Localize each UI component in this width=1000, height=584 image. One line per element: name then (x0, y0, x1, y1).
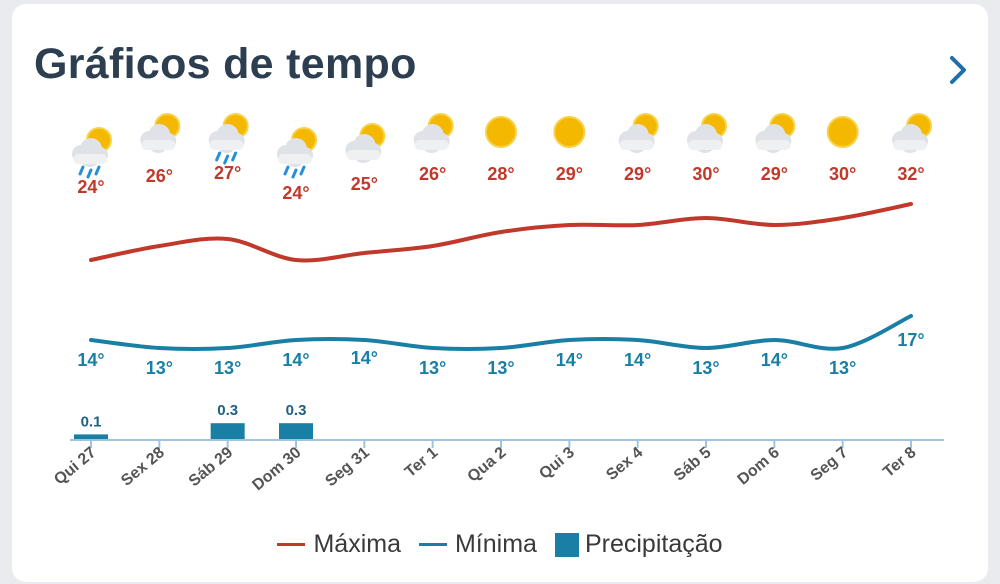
legend-swatch-min (418, 543, 447, 546)
min-temp-label: 14° (77, 350, 104, 370)
sunny-icon (826, 116, 859, 148)
x-tick-label: Qui 27 (51, 444, 99, 489)
x-tick-label: Seg 7 (808, 444, 852, 485)
max-temp-label: 28° (487, 164, 514, 184)
max-temp-label: 26° (146, 166, 173, 186)
x-tick-label: Sáb 29 (186, 444, 237, 490)
max-temp-label: 24° (77, 177, 104, 197)
min-temp-label: 14° (282, 350, 309, 370)
max-temp-label: 26° (419, 164, 446, 184)
min-temp-line (89, 314, 913, 351)
max-temp-label: 27° (214, 163, 241, 183)
min-temp-label: 13° (214, 358, 241, 378)
legend-item-min: Mínima (418, 530, 537, 559)
rain-cloud-icon (277, 127, 317, 179)
max-temp-label: 30° (692, 164, 719, 184)
precip-label: 0.3 (286, 402, 307, 419)
min-temp-label: 13° (146, 358, 173, 378)
max-temp-label: 29° (624, 164, 651, 184)
legend-item-max: Máxima (277, 530, 401, 559)
precip-label: 0.1 (81, 413, 102, 430)
min-temp-label: 13° (692, 358, 719, 378)
partly-cloudy-icon (892, 113, 932, 153)
chart-legend: Máxima Mínima Precipitação (12, 530, 988, 559)
legend-item-precip: Precipitação (554, 530, 723, 559)
legend-swatch-max (277, 543, 306, 546)
x-tick-label: Sex 28 (118, 444, 168, 490)
max-temp-label: 32° (897, 164, 924, 184)
x-tick-label: Seg 31 (322, 444, 373, 490)
max-temp-line (89, 202, 913, 263)
min-temp-label: 13° (487, 358, 514, 378)
precip-bar (210, 423, 245, 440)
partly-cloudy-icon (755, 113, 796, 153)
legend-label-precip: Precipitação (584, 530, 723, 558)
legend-label-max: Máxima (313, 530, 401, 558)
max-temp-label: 24° (282, 183, 309, 203)
min-temp-label: 14° (761, 350, 788, 370)
x-tick-label: Sex 4 (603, 444, 646, 484)
sunny-icon (485, 116, 517, 148)
x-tick-label: Qua 2 (465, 444, 510, 486)
partly-cloudy-icon (618, 113, 659, 153)
min-temp-label: 13° (419, 358, 446, 378)
max-temp-label: 29° (761, 164, 788, 184)
legend-label-min: Mínima (454, 530, 537, 558)
precip-bar (74, 434, 108, 440)
min-temp-label: 13° (829, 358, 856, 378)
partly-cloudy-icon (140, 113, 181, 153)
precip-bar (279, 423, 313, 440)
weather-charts-card: Gráficos de tempo 24° 26° 27° 24° 25° 26° 28° 2… (12, 4, 988, 582)
min-temp-label: 17° (897, 330, 924, 350)
x-tick-label: Dom 30 (249, 444, 304, 494)
legend-swatch-precip (554, 532, 579, 557)
max-temp-label: 25° (351, 174, 378, 194)
partly-cloudy-icon (687, 113, 727, 153)
max-temp-label: 29° (556, 164, 583, 184)
x-tick-label: Ter 1 (402, 444, 441, 481)
precip-label: 0.3 (217, 402, 238, 419)
sunny-icon (553, 116, 586, 148)
partly-cloudy-icon (345, 123, 386, 163)
rain-cloud-icon (208, 113, 249, 165)
page-title: Gráficos de tempo (34, 40, 417, 88)
x-tick-label: Sáb 5 (671, 444, 715, 485)
x-tick-label: Dom 6 (735, 444, 783, 489)
chevron-right-icon[interactable] (944, 50, 974, 90)
x-tick-label: Ter 8 (880, 444, 919, 481)
rain-cloud-icon (72, 127, 112, 179)
min-temp-label: 14° (624, 350, 651, 370)
weather-chart: 24° 26° 27° 24° 25° 26° 28° 29° 29° 30° 29° 30° 32° 1… (51, 113, 944, 494)
min-temp-label: 14° (351, 348, 378, 368)
max-temp-label: 30° (829, 164, 856, 184)
min-temp-label: 14° (556, 350, 583, 370)
partly-cloudy-icon (413, 113, 454, 153)
x-tick-label: Qui 3 (536, 444, 578, 483)
